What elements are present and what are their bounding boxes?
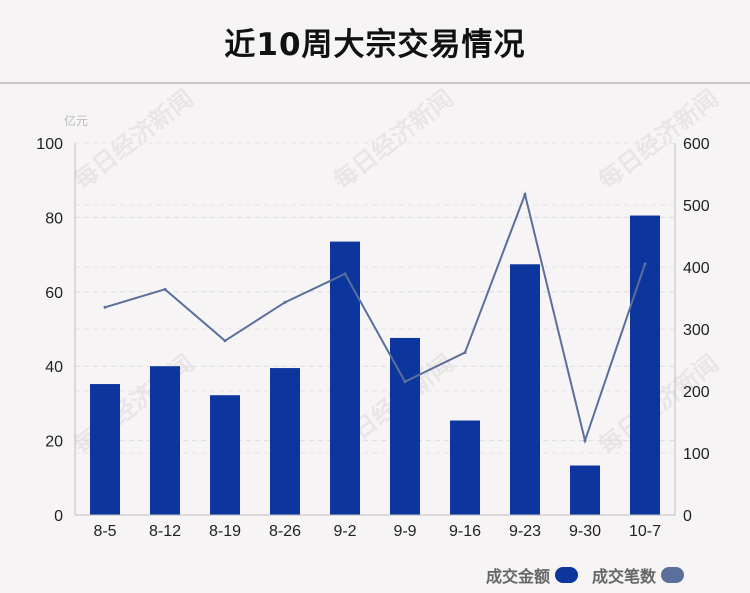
left-tick-label: 0 <box>54 508 63 525</box>
line-layer <box>103 191 647 445</box>
legend-item-amount[interactable]: 成交金额 <box>486 563 578 587</box>
legend-swatch-count <box>661 567 684 583</box>
x-tick-label: 8-19 <box>209 523 241 540</box>
line-point-8-19[interactable] <box>223 339 227 343</box>
legend-item-count[interactable]: 成交笔数 <box>592 563 684 587</box>
x-tick-label: 8-26 <box>269 523 301 540</box>
x-tick-label: 9-9 <box>393 523 416 540</box>
right-tick-label: 0 <box>683 508 692 525</box>
line-point-9-30[interactable] <box>583 439 587 443</box>
left-tick-label: 60 <box>45 285 63 302</box>
bar-9-16[interactable] <box>450 420 480 515</box>
bar-9-2[interactable] <box>330 241 360 515</box>
bar-8-26[interactable] <box>270 368 300 515</box>
line-series-count <box>104 191 646 445</box>
right-tick-label: 100 <box>683 446 710 463</box>
left-tick-label: 20 <box>45 434 63 451</box>
line-point-8-26[interactable] <box>283 300 287 304</box>
legend-label-count: 成交笔数 <box>591 567 656 586</box>
bar-8-12[interactable] <box>150 366 180 515</box>
x-tick-label: 10-7 <box>629 523 661 540</box>
legend: 成交金额 成交笔数 <box>486 563 684 587</box>
line-point-10-7[interactable] <box>643 262 647 266</box>
bar-8-19[interactable] <box>210 395 240 515</box>
line-point-9-2[interactable] <box>343 272 347 276</box>
title-bar: 近10周大宗交易情况 <box>0 0 750 84</box>
right-tick-label: 300 <box>683 322 710 339</box>
bar-10-7[interactable] <box>630 215 660 516</box>
bar-9-23[interactable] <box>510 264 540 515</box>
line-point-8-12[interactable] <box>163 287 167 291</box>
axis-layer: 0 20 40 60 80 100 0 100 200 300 400 500 600 8-5 8-12 8-… <box>36 136 710 540</box>
x-tick-label: 9-16 <box>449 523 481 540</box>
left-tick-label: 40 <box>45 359 63 376</box>
x-tick-label: 8-5 <box>93 523 116 540</box>
legend-label-amount: 成交金额 <box>485 567 550 586</box>
left-tick-label: 100 <box>36 136 63 153</box>
bar-8-5[interactable] <box>90 384 120 515</box>
right-tick-label: 200 <box>683 384 710 401</box>
x-tick-label: 9-2 <box>333 523 356 540</box>
x-tick-label: 9-23 <box>509 523 541 540</box>
right-tick-label: 600 <box>683 136 710 153</box>
line-point-9-9[interactable] <box>403 380 407 384</box>
right-tick-label: 500 <box>683 198 710 215</box>
bar-layer <box>90 215 660 516</box>
x-tick-label: 9-30 <box>569 523 601 540</box>
bar-9-30[interactable] <box>570 465 600 515</box>
line-point-8-5[interactable] <box>103 305 107 309</box>
line-point-9-23[interactable] <box>523 192 527 196</box>
right-tick-label: 400 <box>683 260 710 277</box>
chart-title: 近10周大宗交易情况 <box>224 26 526 63</box>
bar-9-9[interactable] <box>390 337 420 515</box>
left-axis-unit: 亿元 <box>64 113 88 128</box>
legend-swatch-amount <box>554 567 578 583</box>
line-point-9-16[interactable] <box>463 351 467 355</box>
left-tick-label: 80 <box>45 210 63 227</box>
x-tick-label: 8-12 <box>149 523 181 540</box>
